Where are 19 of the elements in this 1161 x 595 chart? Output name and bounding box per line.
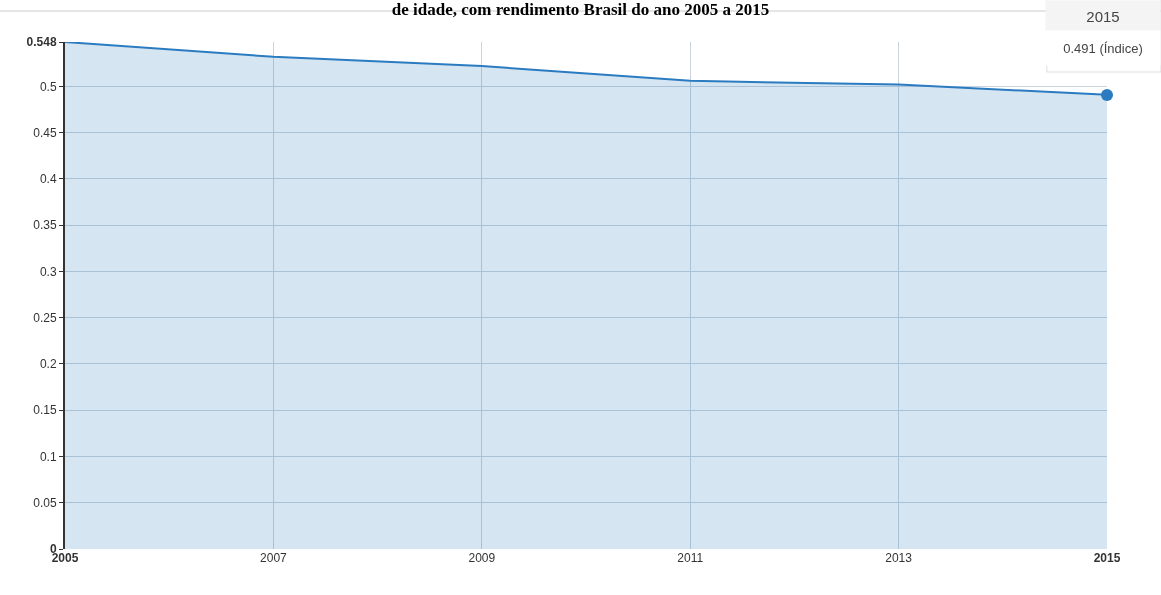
chart-title: de idade, com rendimento Brasil do ano 2005 a 2015 xyxy=(391,0,770,19)
x-tick-label: 2011 xyxy=(677,551,704,565)
x-tick-label: 2013 xyxy=(885,551,913,565)
x-tick-label: 2009 xyxy=(468,551,496,565)
y-tick-label: 0.45 xyxy=(33,125,57,140)
y-tick-label: 0.15 xyxy=(33,403,57,418)
y-tick-label: 0.1 xyxy=(39,449,57,464)
text: 2015 xyxy=(1086,7,1120,25)
y-tick-label: 0.2 xyxy=(39,357,57,372)
y-tick-label: 0.548 xyxy=(26,35,57,50)
y-tick-label: 0.3 xyxy=(39,264,57,279)
annotation: 0.491 (Índice) xyxy=(1063,40,1143,56)
x-tick-label: 2007 xyxy=(260,551,288,565)
y-tick-label: 0.4 xyxy=(39,172,57,187)
y-tick-label: 0.35 xyxy=(33,218,57,233)
x-tick-label: 2015 xyxy=(1093,551,1121,565)
y-tick-label: 0.05 xyxy=(33,495,57,510)
y-tick-label: 0.5 xyxy=(39,79,57,94)
y-tick-label: 0.25 xyxy=(33,310,57,325)
